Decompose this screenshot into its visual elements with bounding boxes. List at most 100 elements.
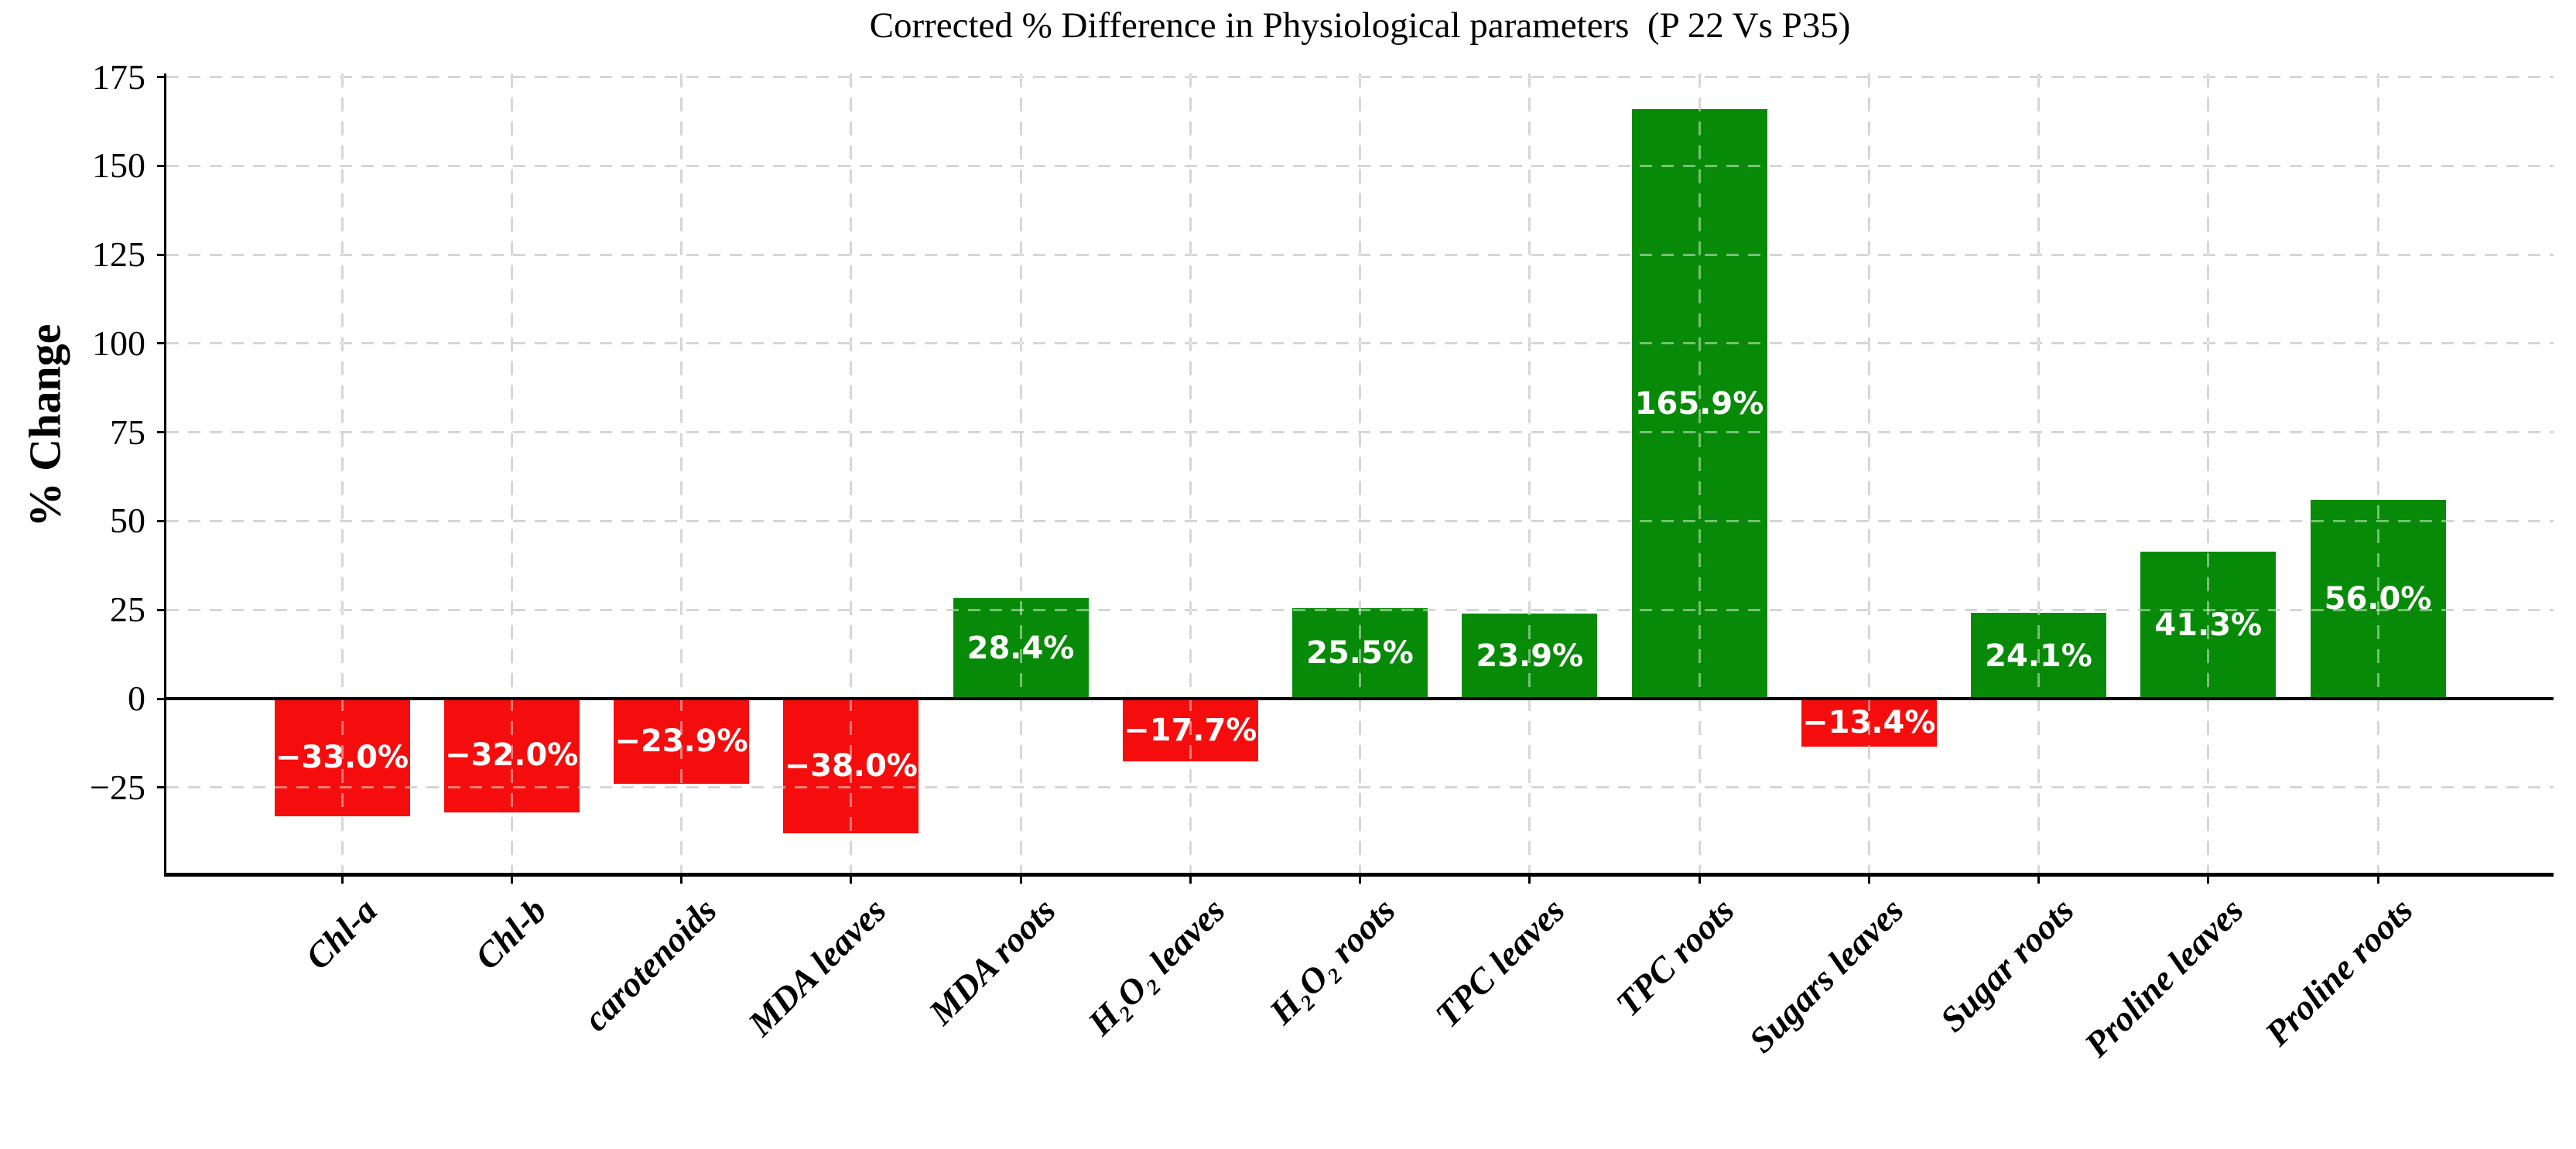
x-tick-label: TPC roots — [1608, 890, 1742, 1024]
x-tick-mark — [2207, 873, 2210, 884]
gridline-vertical — [1189, 74, 1192, 873]
bar — [2140, 552, 2277, 699]
bar — [953, 597, 1089, 699]
y-tick-mark — [157, 164, 166, 167]
x-tick-label: Sugar roots — [1931, 890, 2082, 1040]
y-tick-label: −25 — [90, 767, 145, 807]
x-tick-mark — [1359, 873, 1361, 884]
gridline-vertical — [850, 74, 853, 873]
y-tick-label: 150 — [92, 145, 145, 186]
gridline-vertical — [510, 74, 513, 873]
y-tick-mark — [157, 342, 166, 345]
bar-value-label: 56.0% — [2324, 581, 2432, 617]
gridline-horizontal — [166, 431, 2554, 434]
y-tick-label: 100 — [92, 323, 145, 363]
y-tick-mark — [157, 786, 166, 789]
x-tick-mark — [850, 873, 853, 884]
bar-value-label: 41.3% — [2154, 607, 2263, 644]
gridline-horizontal — [166, 786, 2554, 789]
gridline-vertical — [1019, 74, 1022, 873]
x-tick-label: Sugars leaves — [1741, 890, 1912, 1061]
bar — [2310, 499, 2446, 699]
gridline-vertical — [510, 74, 513, 873]
bar-value-label: −38.0% — [784, 748, 918, 785]
gridline-vertical — [1528, 74, 1531, 873]
gridline-horizontal — [166, 519, 2554, 522]
x-tick-label: Proline roots — [2257, 890, 2420, 1054]
bar — [274, 699, 410, 816]
bar-value-label: −17.7% — [1124, 712, 1257, 748]
x-tick-mark — [2376, 873, 2379, 884]
bar — [783, 699, 919, 834]
x-tick-label: MDA roots — [921, 890, 1063, 1033]
x-tick-mark — [680, 873, 682, 884]
bar-value-label: −32.0% — [445, 737, 579, 774]
x-tick-label: Proline leaves — [2076, 890, 2251, 1065]
bar-value-label: 165.9% — [1634, 386, 1764, 422]
y-tick-label: 75 — [110, 412, 145, 452]
gridline-vertical — [1359, 74, 1361, 873]
gridline-horizontal — [166, 76, 2554, 79]
bar-value-label: 25.5% — [1306, 635, 1414, 672]
y-tick-mark — [157, 431, 166, 434]
gridline-vertical — [1359, 74, 1361, 873]
bar — [614, 699, 749, 784]
gridline-vertical — [1019, 74, 1022, 873]
bar — [1462, 614, 1598, 699]
x-tick-label: H₂O₂ leaves — [1080, 890, 1233, 1043]
gridline-vertical — [1698, 74, 1701, 873]
y-tick-label: 175 — [92, 56, 145, 97]
gridline-horizontal — [166, 164, 2554, 167]
gridline-vertical — [1528, 74, 1531, 873]
bar — [1122, 699, 1258, 762]
gridline-vertical — [2207, 74, 2210, 873]
x-tick-mark — [2037, 873, 2040, 884]
x-tick-mark — [1867, 873, 1870, 884]
y-tick-mark — [157, 253, 166, 256]
chart-title: Corrected % Difference in Physiological … — [869, 5, 1851, 46]
bar-value-label: 28.4% — [966, 630, 1075, 666]
gridline-vertical — [850, 74, 853, 873]
y-tick-mark — [157, 608, 166, 611]
gridline-vertical — [2376, 74, 2379, 873]
gridline-horizontal — [166, 253, 2554, 256]
y-tick-label: 125 — [92, 234, 145, 275]
x-tick-label: carotenoids — [575, 890, 724, 1039]
bar-value-label: −33.0% — [275, 739, 409, 775]
bar-value-label: 24.1% — [1985, 638, 2092, 674]
bottom-axis-spine — [164, 873, 2554, 877]
gridline-vertical — [2037, 74, 2040, 873]
gridline-vertical — [1867, 74, 1870, 873]
zero-line — [166, 697, 2554, 701]
bar — [443, 699, 580, 812]
bar-value-label: 23.9% — [1476, 638, 1584, 675]
y-tick-mark — [157, 697, 166, 700]
x-tick-label: H₂O₂ roots — [1261, 890, 1403, 1032]
bar-value-label: −13.4% — [1802, 704, 1936, 740]
x-tick-label: Chl-b — [467, 890, 555, 977]
bar — [1801, 699, 1937, 747]
y-tick-mark — [157, 76, 166, 79]
x-tick-mark — [1528, 873, 1531, 884]
x-tick-mark — [340, 873, 344, 884]
bar — [1971, 613, 2106, 699]
gridline-vertical — [1189, 74, 1192, 873]
y-tick-mark — [157, 519, 166, 522]
y-tick-label: 25 — [110, 590, 145, 630]
gridline-vertical — [1867, 74, 1870, 873]
gridline-horizontal — [166, 342, 2554, 345]
x-tick-mark — [510, 873, 513, 884]
gridline-vertical — [2207, 74, 2210, 873]
x-tick-label: TPC leaves — [1427, 890, 1572, 1035]
gridline-vertical — [2376, 74, 2379, 873]
x-tick-label: MDA leaves — [740, 890, 894, 1044]
x-tick-mark — [1189, 873, 1192, 884]
gridline-horizontal — [166, 608, 2554, 611]
bar — [1292, 607, 1428, 699]
gridline-vertical — [680, 74, 682, 873]
y-tick-label: 0 — [128, 679, 145, 719]
x-tick-mark — [1019, 873, 1022, 884]
x-tick-mark — [1698, 873, 1701, 884]
bar-value-label: −23.9% — [614, 723, 748, 759]
